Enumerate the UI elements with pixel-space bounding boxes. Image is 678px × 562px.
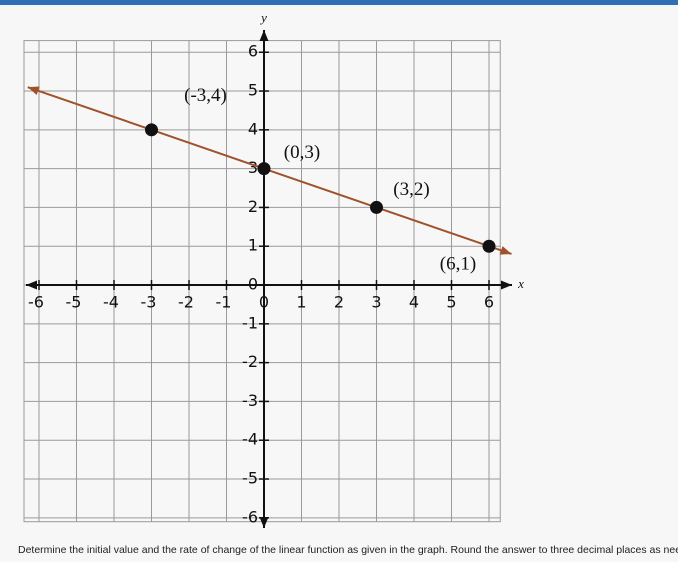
top-bar	[0, 0, 678, 5]
x-tick-label: -1	[216, 293, 232, 312]
x-tick-label: 0	[259, 293, 269, 312]
y-tick-label: 2	[248, 197, 258, 216]
x-tick-label: 1	[296, 293, 306, 312]
axis-arrow	[501, 280, 512, 290]
point	[370, 200, 383, 214]
x-tick-label: 3	[371, 293, 381, 312]
point-label: (6,1)	[440, 254, 476, 275]
y-tick-label: 0	[248, 275, 258, 294]
y-tick-label: -2	[242, 352, 258, 371]
data-line	[151, 128, 490, 248]
axis-arrow	[27, 86, 40, 95]
x-axis-title: x	[517, 276, 524, 291]
x-tick-label: 6	[484, 293, 494, 312]
point	[482, 239, 496, 253]
x-tick-label: -6	[28, 293, 44, 312]
x-tick-label: -2	[178, 293, 194, 312]
x-tick-label: -5	[66, 293, 82, 312]
axis-arrow	[26, 280, 37, 290]
y-axis-title: y	[259, 10, 267, 25]
x-tick-label: 5	[446, 293, 456, 312]
point-label: (0,3)	[284, 142, 320, 163]
y-tick-label: -3	[242, 391, 258, 410]
point	[145, 123, 158, 137]
question: Determine the initial value and the rate…	[18, 544, 678, 556]
y-tick-label: -5	[242, 469, 258, 488]
x-tick-label: -3	[141, 293, 157, 312]
x-tick-label: 2	[334, 293, 344, 312]
point	[257, 162, 271, 176]
axis-arrow	[259, 517, 269, 528]
axis-arrow	[499, 246, 512, 255]
y-tick-label: -1	[242, 313, 258, 332]
x-tick-label: -4	[103, 293, 119, 312]
y-tick-label: 1	[248, 236, 258, 255]
y-tick-label: 3	[248, 158, 258, 177]
axis-arrow	[259, 30, 269, 41]
x-tick-label: 4	[409, 293, 419, 312]
y-tick-label: -4	[242, 430, 258, 449]
y-tick-label: 4	[248, 119, 258, 138]
y-tick-label: 6	[248, 42, 258, 61]
line-extension	[27, 86, 152, 131]
y-tick-label: 5	[248, 81, 258, 100]
point-label: (3,2)	[393, 179, 429, 200]
point-label: (-3,4)	[184, 85, 227, 106]
y-tick-label: -6	[242, 507, 258, 526]
